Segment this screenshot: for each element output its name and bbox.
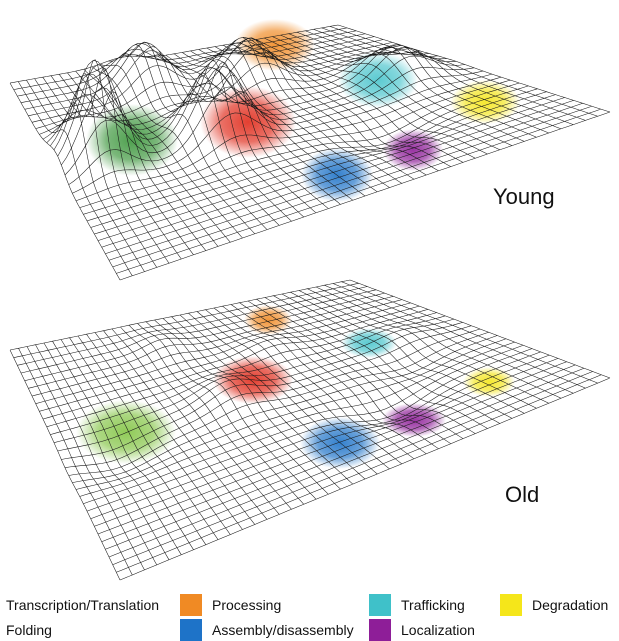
young-glow-purple [383,129,443,171]
old-landscape [9,279,611,581]
old-glow-blue [300,417,380,469]
legend-label-folding: Folding [6,622,52,638]
legend-item-folding: Folding [6,619,52,641]
assembly-swatch [180,619,202,641]
legend-item-localization: Localization [369,619,475,641]
legend-item-assembly: Assembly/disassembly [180,619,354,641]
trafficking-swatch [369,594,391,616]
legend-item-transcription: Transcription/Translation [6,594,159,616]
legend-item-trafficking: Trafficking [369,594,465,616]
old-label: Old [505,482,540,507]
legend-label-degradation: Degradation [532,597,609,613]
young-label: Young [493,184,555,209]
young-glow-green [86,104,178,176]
legend-label-processing: Processing [212,597,282,613]
young-glow-yellow [450,80,520,124]
old-glow-cyan [341,328,397,358]
young-wireframe-mesh [9,24,611,281]
old-glow-yellow [463,367,515,397]
legend: Transcription/Translation Processing Tra… [0,588,619,641]
localization-swatch [369,619,391,641]
young-landscape [9,19,611,281]
legend-item-processing: Processing [180,594,281,616]
legend-label-assembly: Assembly/disassembly [212,622,354,638]
old-glow-orange [244,305,292,335]
legend-label-trafficking: Trafficking [401,597,465,613]
processing-swatch [180,594,202,616]
old-wireframe-mesh [9,279,611,581]
degradation-swatch [500,594,522,616]
legend-item-degradation: Degradation [500,594,608,616]
legend-label-transcription: Transcription/Translation [6,597,160,613]
legend-label-localization: Localization [401,622,475,638]
